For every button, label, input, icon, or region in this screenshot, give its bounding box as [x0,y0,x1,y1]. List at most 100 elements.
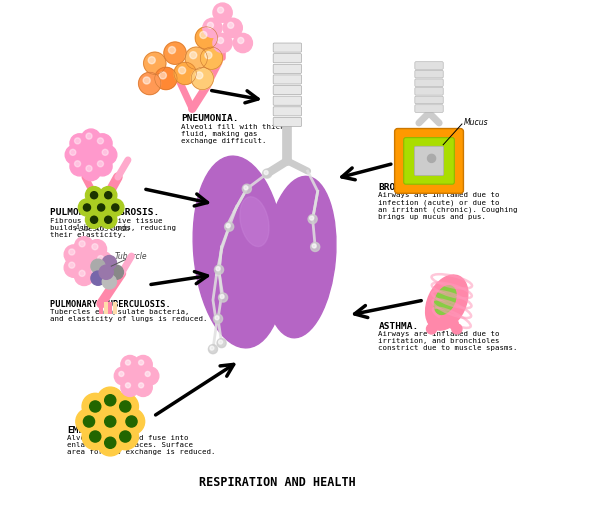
Circle shape [217,339,226,348]
Circle shape [69,263,75,269]
Text: Tubercle: Tubercle [114,251,147,260]
Bar [113,204,117,218]
Circle shape [139,360,143,365]
FancyBboxPatch shape [273,44,302,53]
Circle shape [91,260,105,274]
Circle shape [218,293,227,302]
Circle shape [169,47,176,55]
Text: Alveoli fill with thick
fluid, making gas
exchange difficult.: Alveoli fill with thick fluid, making ga… [181,124,284,144]
Circle shape [148,58,155,65]
Circle shape [210,346,214,350]
Circle shape [215,316,219,320]
Circle shape [104,217,112,224]
FancyBboxPatch shape [404,138,454,185]
Circle shape [98,146,117,165]
Circle shape [79,199,95,217]
Circle shape [120,431,131,442]
Circle shape [126,416,137,427]
Ellipse shape [240,197,269,247]
Circle shape [310,217,314,221]
Circle shape [89,431,101,442]
FancyBboxPatch shape [415,97,443,105]
Circle shape [104,192,112,199]
Circle shape [104,395,116,406]
Circle shape [85,187,103,205]
Circle shape [185,48,208,70]
Circle shape [69,249,75,256]
Text: Fibrous connective tissue
builds up in lungs, reducing
their elasticity.: Fibrous connective tissue builds up in l… [50,217,176,237]
Circle shape [216,267,220,271]
FancyBboxPatch shape [415,80,443,87]
Circle shape [143,53,166,75]
Circle shape [428,155,436,163]
Circle shape [82,130,101,149]
Bar [108,204,112,218]
FancyBboxPatch shape [395,129,463,194]
FancyBboxPatch shape [273,65,302,74]
FancyBboxPatch shape [273,76,302,85]
Circle shape [78,252,97,271]
Circle shape [98,205,104,212]
Circle shape [179,68,185,75]
Circle shape [112,393,139,420]
Circle shape [92,268,98,274]
FancyBboxPatch shape [415,147,444,176]
Circle shape [448,319,458,329]
Text: Mucus: Mucus [463,118,488,127]
Circle shape [91,192,98,199]
Circle shape [64,259,83,278]
Ellipse shape [425,276,468,330]
FancyBboxPatch shape [273,55,302,64]
Circle shape [93,252,112,271]
Circle shape [121,356,139,374]
Bar [104,302,108,314]
Circle shape [88,240,107,260]
Text: Airways are inflamed due to
infection (acute) or due to
an irritant (chronic). C: Airways are inflamed due to infection (a… [379,192,518,220]
Ellipse shape [264,177,336,338]
Circle shape [174,63,196,85]
Circle shape [79,271,85,277]
Text: Alveoli burst and fuse into
enlarged air spaces. Surface
area for gas exchange i: Alveoli burst and fuse into enlarged air… [67,434,216,454]
Circle shape [97,138,103,144]
Circle shape [134,356,152,374]
Circle shape [100,212,117,229]
Circle shape [139,73,161,95]
Circle shape [92,199,110,217]
Circle shape [125,383,130,388]
Circle shape [70,158,89,177]
Circle shape [86,134,92,140]
Circle shape [109,266,124,280]
Circle shape [119,372,124,377]
Circle shape [91,272,105,286]
Text: Airways are inflamed due to
irritation, and bronchioles
constrict due to muscle : Airways are inflamed due to irritation, … [379,331,518,351]
Circle shape [104,437,116,448]
Circle shape [439,317,449,327]
Circle shape [97,430,124,456]
Circle shape [102,150,108,156]
Circle shape [74,162,80,168]
Circle shape [82,162,101,181]
Circle shape [74,237,94,257]
Circle shape [82,393,109,420]
Circle shape [97,387,124,414]
Circle shape [145,372,150,377]
Circle shape [82,424,109,450]
Circle shape [220,295,224,299]
Circle shape [160,73,166,80]
Circle shape [104,416,116,427]
Circle shape [79,241,85,247]
Circle shape [134,379,152,397]
Bar [99,302,103,314]
Circle shape [214,315,223,324]
Text: Tubercles encapsulate bacteria,
and elasticity of lungs is reduced.: Tubercles encapsulate bacteria, and elas… [50,308,207,321]
Circle shape [112,424,139,450]
Circle shape [452,324,462,334]
Circle shape [208,23,214,29]
Circle shape [213,4,232,23]
Bar [99,204,103,218]
Circle shape [242,185,251,194]
Circle shape [82,146,101,165]
Circle shape [196,73,203,80]
Circle shape [430,319,440,329]
Ellipse shape [434,286,456,315]
